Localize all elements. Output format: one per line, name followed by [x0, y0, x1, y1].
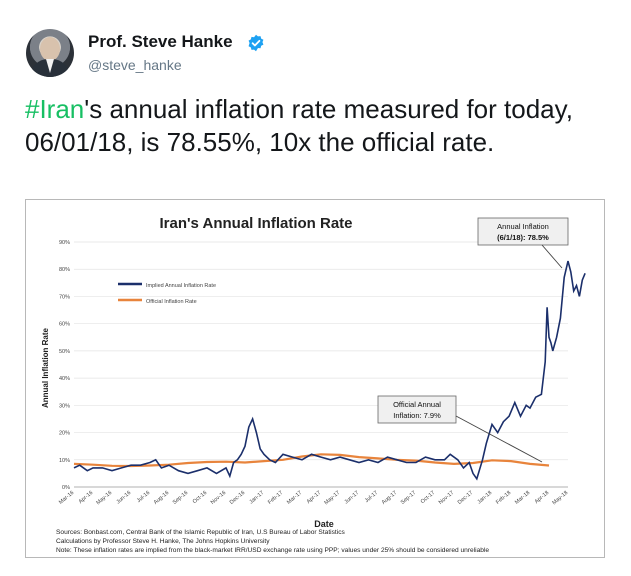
annotation-implied-line2: (6/1/18): 78.5% — [497, 233, 549, 242]
chart-footer-note: Note: These inflation rates are implied … — [56, 547, 489, 554]
series-line-implied — [73, 260, 586, 481]
legend-label-official: Official Inflation Rate — [146, 299, 197, 305]
y-tick-label: 20% — [59, 431, 70, 437]
annotation-official-arrow — [455, 415, 543, 463]
annotation-official-line1: Official Annual — [393, 400, 441, 409]
x-tick-label: Dec-17 — [457, 490, 474, 506]
x-tick-label: Jan-17 — [249, 490, 266, 505]
x-tick-label: May-17 — [323, 490, 341, 506]
avatar-face — [40, 37, 60, 61]
y-axis-label: Annual Inflation Rate — [41, 327, 50, 408]
x-tick-label: Nov-17 — [438, 490, 455, 506]
tweet-body: 's annual inflation rate measured for to… — [25, 94, 573, 157]
chart-legend: Implied Annual Inflation Rate Official I… — [118, 282, 216, 305]
x-tick-label: Sep-17 — [400, 490, 417, 506]
chart-grid — [74, 241, 568, 488]
x-tick-label: Jun-17 — [344, 490, 361, 505]
chart-title: Iran's Annual Inflation Rate — [159, 215, 352, 232]
y-tick-label: 90% — [59, 240, 70, 246]
annotation-implied-arrow — [541, 244, 563, 269]
legend-label-implied: Implied Annual Inflation Rate — [146, 283, 216, 289]
x-tick-label: Mar-16 — [58, 490, 75, 506]
x-tick-label: Jun-16 — [116, 490, 133, 505]
avatar-shirt — [46, 59, 54, 73]
x-tick-label: Jul-17 — [364, 490, 379, 504]
tweet-text: #Iran's annual inflation rate measured f… — [25, 93, 615, 159]
x-tick-label: Jan-18 — [477, 490, 494, 505]
x-tick-label: May-18 — [551, 490, 569, 506]
y-tick-label: 40% — [59, 376, 70, 382]
x-tick-label: Sep-16 — [172, 490, 189, 506]
x-tick-label: Jul-16 — [136, 490, 151, 504]
annotation-official: Official Annual Inflation: 7.9% — [377, 395, 543, 463]
author-name[interactable]: Prof. Steve Hanke — [88, 32, 233, 51]
x-tick-label: Apr-16 — [78, 490, 95, 505]
annotation-implied: Annual Inflation (6/1/18): 78.5% — [477, 217, 569, 269]
y-tick-label: 10% — [59, 458, 70, 464]
y-tick-label: 50% — [59, 349, 70, 355]
x-tick-label: Nov-16 — [210, 490, 227, 506]
x-tick-label: Aug-17 — [381, 490, 398, 506]
verified-badge-icon — [248, 34, 264, 52]
y-tick-label: 0% — [62, 485, 70, 491]
x-tick-label: May-16 — [95, 490, 113, 506]
hashtag-link[interactable]: #Iran — [25, 94, 85, 124]
chart-image[interactable]: 0% 10% 20% 30% 40% 50% 60% 70% 80% 90% Mar-16 Apr-… — [25, 199, 605, 558]
x-tick-label: Mar-17 — [286, 490, 303, 506]
x-tick-label: Apr-18 — [534, 490, 551, 505]
y-tick-labels: 0% 10% 20% 30% 40% 50% 60% 70% 80% 90% — [59, 240, 70, 491]
author-avatar[interactable] — [26, 29, 74, 77]
x-axis-label: Date — [314, 519, 334, 529]
author-handle[interactable]: @steve_hanke — [88, 57, 182, 73]
x-tick-label: Dec-16 — [229, 490, 246, 506]
x-tick-label: Oct-16 — [192, 490, 209, 505]
x-tick-label: Aug-16 — [153, 490, 170, 506]
x-tick-label: Feb-18 — [495, 490, 512, 506]
y-tick-label: 30% — [59, 403, 70, 409]
x-tick-label: Oct-17 — [420, 490, 437, 505]
chart-footer-calculations: Calculations by Professor Steve H. Hanke… — [56, 538, 270, 545]
y-tick-label: 80% — [59, 267, 70, 273]
annotation-official-line2: Inflation: 7.9% — [393, 411, 441, 420]
inflation-chart: 0%10%20%30%40%50%60%70%80%90% Mar-16 Apr-… — [41, 215, 586, 554]
x-tick-labels: Mar-16 Apr-16 May-16 Jun-16 Jul-16 Aug-16 Sep-… — [58, 490, 569, 506]
y-tick-label: 60% — [59, 322, 70, 328]
annotation-implied-line1: Annual Inflation — [497, 222, 549, 231]
y-tick-label: 70% — [59, 294, 70, 300]
x-tick-label: Feb-17 — [267, 490, 284, 506]
x-tick-label: Apr-17 — [306, 490, 323, 505]
x-tick-label: Mar-18 — [514, 490, 531, 506]
chart-footer-sources: Sources: Bonbast.com, Central Bank of th… — [56, 529, 346, 536]
